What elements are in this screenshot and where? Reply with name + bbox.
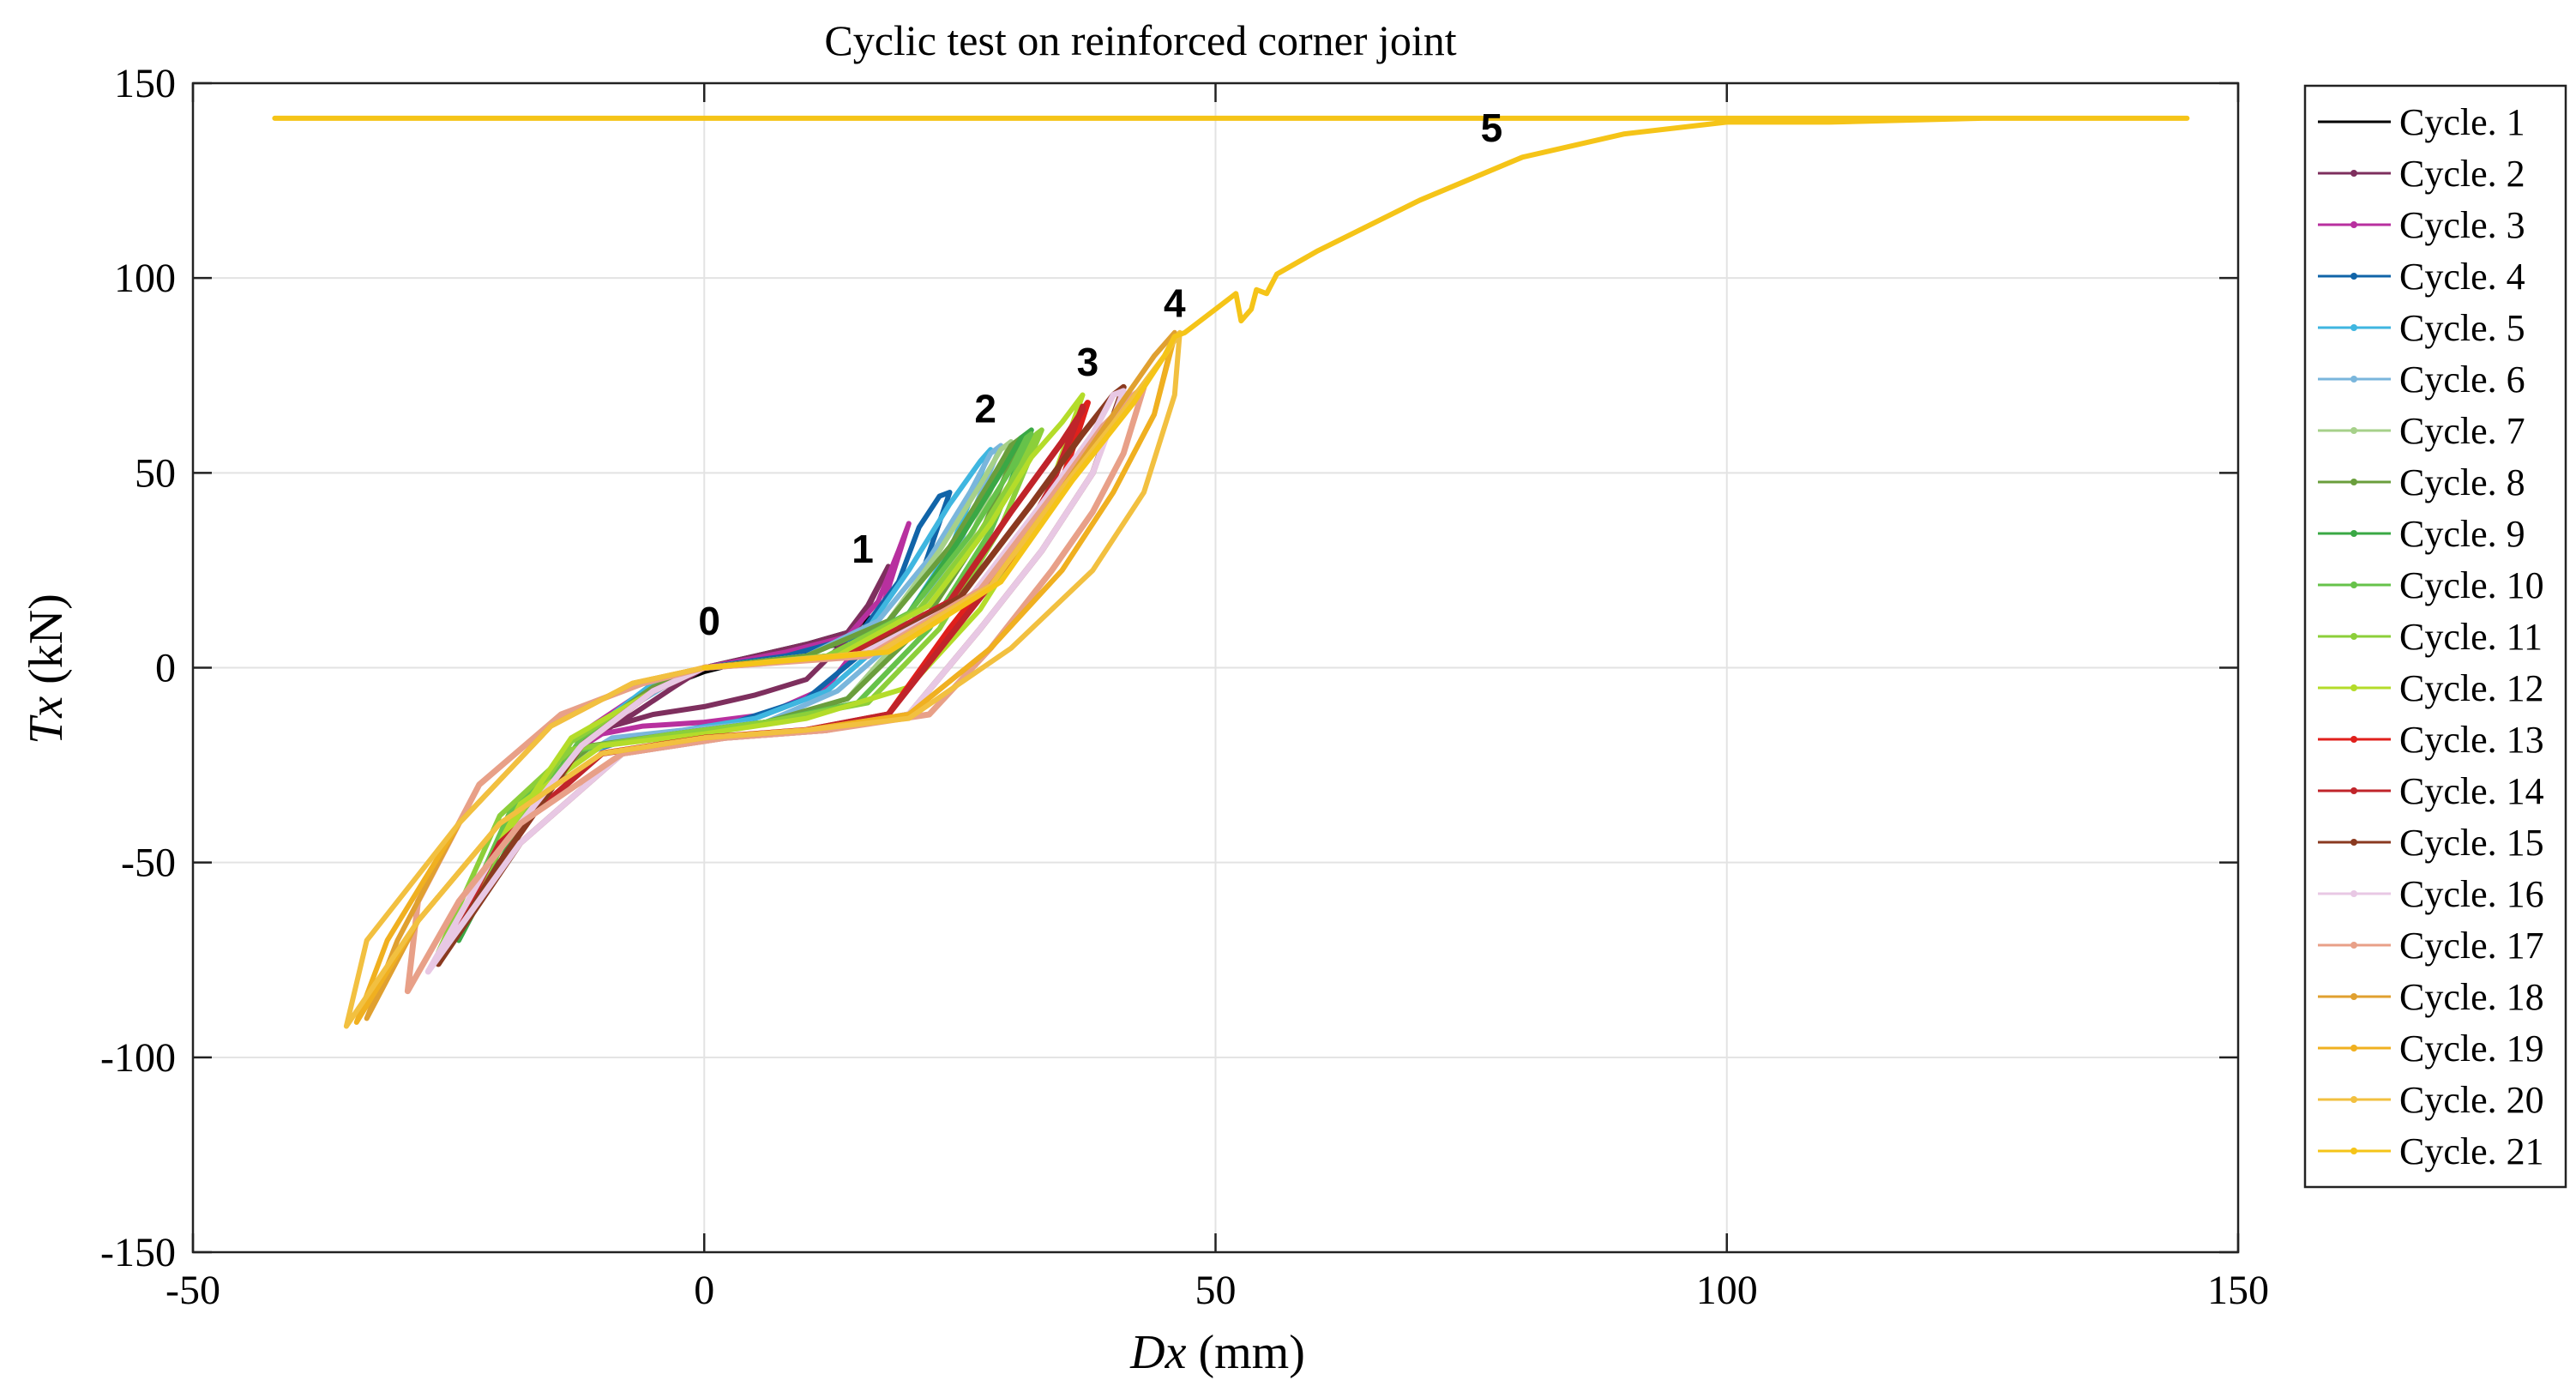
x-tick-label: 0 <box>694 1268 714 1313</box>
y-tick-label: 100 <box>114 256 176 301</box>
x-tick-label: 150 <box>2207 1268 2269 1313</box>
legend-label-cycle-21: Cycle. 21 <box>2399 1130 2544 1172</box>
legend-label-cycle-16: Cycle. 16 <box>2399 873 2544 915</box>
legend-label-cycle-18: Cycle. 18 <box>2399 976 2544 1018</box>
legend-label-cycle-4: Cycle. 4 <box>2399 256 2525 298</box>
annotation-4: 4 <box>1164 281 1186 326</box>
legend-marker-cycle-7 <box>2350 427 2357 434</box>
x-tick-label: 100 <box>1696 1268 1758 1313</box>
legend-label-cycle-12: Cycle. 12 <box>2399 667 2544 709</box>
series-line-cycle-21 <box>272 115 2190 671</box>
legend-marker-cycle-14 <box>2350 787 2357 794</box>
legend-label-cycle-11: Cycle. 11 <box>2399 616 2543 658</box>
legend-label-cycle-8: Cycle. 8 <box>2399 461 2525 503</box>
legend-label-cycle-13: Cycle. 13 <box>2399 719 2544 761</box>
legend-label-cycle-7: Cycle. 7 <box>2399 410 2525 452</box>
legend-marker-cycle-19 <box>2350 1045 2357 1052</box>
x-tick-label: -50 <box>166 1268 220 1313</box>
series-layer <box>272 115 2190 1029</box>
y-axis-label-unit: (kN) <box>20 594 73 696</box>
series-line-cycle-20 <box>343 329 1183 1029</box>
legend-label-cycle-14: Cycle. 14 <box>2399 770 2544 812</box>
legend-marker-cycle-5 <box>2350 324 2357 331</box>
chart-title: Cyclic test on reinforced corner joint <box>824 16 1456 64</box>
y-tick-label: -100 <box>100 1035 176 1081</box>
x-axis-label: Dx (mm) <box>1129 1326 1305 1379</box>
legend-marker-cycle-10 <box>2350 582 2357 588</box>
series-line-cycle-16 <box>424 388 1127 975</box>
annotation-2: 2 <box>974 386 996 431</box>
legend-label-cycle-17: Cycle. 17 <box>2399 925 2544 967</box>
legend-marker-cycle-12 <box>2350 684 2357 691</box>
legend-label-cycle-6: Cycle. 6 <box>2399 359 2525 401</box>
y-tick-label: 150 <box>114 61 176 106</box>
annotation-0: 0 <box>698 599 720 643</box>
legend-marker-cycle-11 <box>2350 633 2357 640</box>
legend-marker-cycle-2 <box>2350 170 2357 177</box>
legend-marker-cycle-9 <box>2350 530 2357 537</box>
legend-label-cycle-3: Cycle. 3 <box>2399 204 2525 246</box>
legend-marker-cycle-13 <box>2350 736 2357 743</box>
y-axis-label-var: Tx <box>20 696 73 744</box>
legend-marker-cycle-15 <box>2350 839 2357 846</box>
y-tick-label: 50 <box>135 450 176 496</box>
x-axis-label-unit: (mm) <box>1186 1326 1304 1379</box>
legend-label-cycle-1: Cycle. 1 <box>2399 101 2525 143</box>
legend-label-cycle-19: Cycle. 19 <box>2399 1027 2544 1070</box>
legend-label-cycle-5: Cycle. 5 <box>2399 307 2525 349</box>
legend-label-cycle-2: Cycle. 2 <box>2399 153 2525 195</box>
annotations: 0 1 2 3 4 5 <box>698 105 1502 643</box>
legend-marker-cycle-16 <box>2350 890 2357 897</box>
x-axis-label-var: Dx <box>1129 1326 1186 1379</box>
legend-marker-cycle-17 <box>2350 942 2357 949</box>
legend-marker-cycle-6 <box>2350 376 2357 383</box>
annotation-3: 3 <box>1077 340 1099 384</box>
y-axis-label: Tx (kN) <box>20 594 73 744</box>
y-tick-label: 0 <box>155 646 176 691</box>
legend-marker-cycle-8 <box>2350 479 2357 485</box>
legend-marker-cycle-4 <box>2350 273 2357 280</box>
y-tick-label: -150 <box>100 1230 176 1275</box>
legend-label-cycle-15: Cycle. 15 <box>2399 822 2544 864</box>
legend-label-cycle-10: Cycle. 10 <box>2399 564 2544 606</box>
legend-marker-cycle-20 <box>2350 1096 2357 1103</box>
legend-marker-cycle-3 <box>2350 221 2357 228</box>
y-tick-label: -50 <box>121 841 176 886</box>
annotation-1: 1 <box>852 527 874 571</box>
annotation-5: 5 <box>1481 105 1503 150</box>
legend-label-cycle-20: Cycle. 20 <box>2399 1079 2544 1121</box>
legend: Cycle. 1 Cycle. 2 Cycle. 3 Cycle. 4 Cycle. 5… <box>2303 84 2567 1189</box>
x-tick-label: 50 <box>1195 1268 1237 1313</box>
legend-marker-cycle-18 <box>2350 993 2357 1000</box>
legend-label-cycle-9: Cycle. 9 <box>2399 513 2525 555</box>
legend-marker-cycle-21 <box>2350 1148 2357 1154</box>
